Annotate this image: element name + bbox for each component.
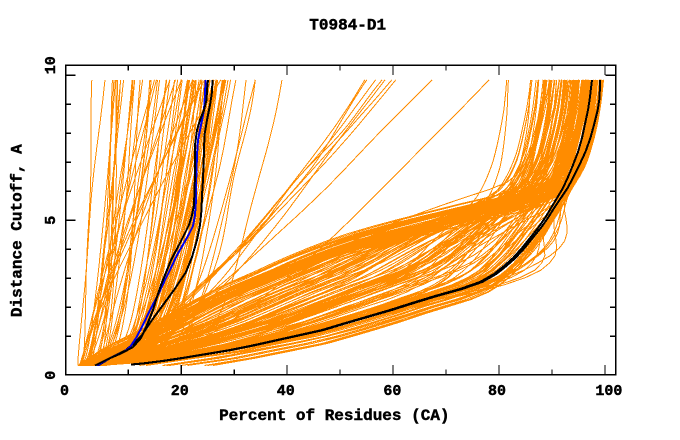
svg-text:T0984-D1: T0984-D1 [309,17,386,35]
svg-text:100: 100 [595,383,622,400]
svg-text:0: 0 [60,383,69,400]
svg-text:20: 20 [171,383,189,400]
svg-text:Distance Cutoff, A: Distance Cutoff, A [9,144,27,317]
svg-text:80: 80 [488,383,506,400]
svg-text:Percent of Residues (CA): Percent of Residues (CA) [219,407,449,425]
svg-text:10: 10 [43,56,60,74]
svg-text:0: 0 [43,371,60,380]
svg-text:5: 5 [43,216,60,225]
svg-text:40: 40 [277,383,295,400]
svg-text:60: 60 [383,383,401,400]
